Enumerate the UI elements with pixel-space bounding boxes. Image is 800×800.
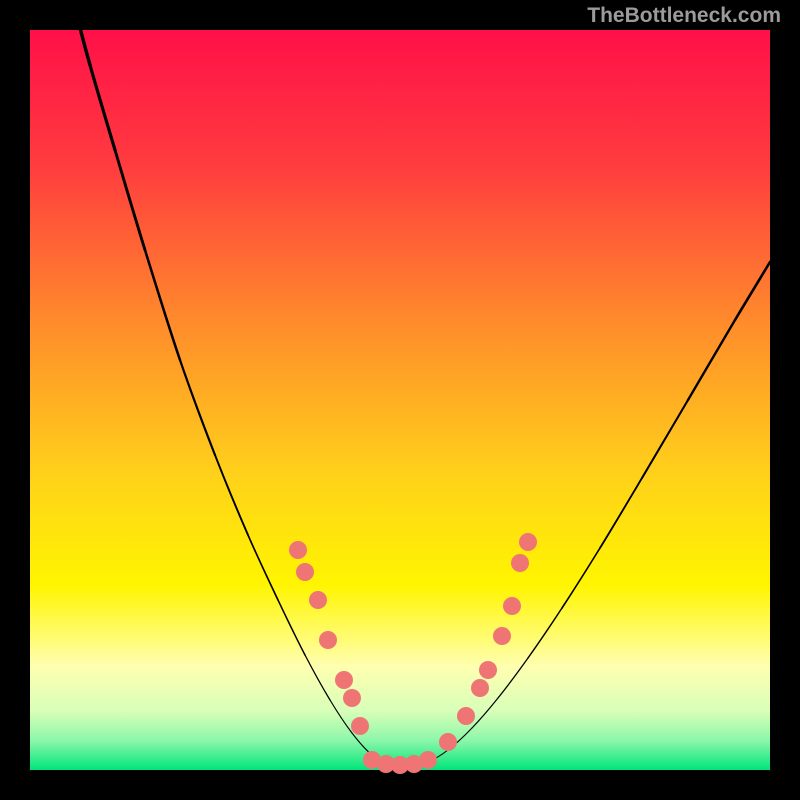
curve-marker <box>289 541 307 559</box>
curve-marker <box>457 707 475 725</box>
curve-marker <box>493 627 511 645</box>
curve-marker <box>319 631 337 649</box>
curve-marker <box>519 533 537 551</box>
watermark-text: TheBottleneck.com <box>587 4 781 27</box>
curve-marker <box>419 751 437 769</box>
curve-marker <box>503 597 521 615</box>
curve-marker <box>309 591 327 609</box>
chart-root: TheBottleneck.com <box>0 0 800 800</box>
curve-marker <box>511 554 529 572</box>
plot-gradient-background <box>30 30 770 770</box>
bottleneck-chart: TheBottleneck.com <box>0 0 800 800</box>
curve-marker <box>439 733 457 751</box>
curve-marker <box>479 661 497 679</box>
curve-marker <box>471 679 489 697</box>
curve-marker <box>335 671 353 689</box>
curve-marker <box>296 563 314 581</box>
curve-marker <box>351 717 369 735</box>
curve-marker <box>343 689 361 707</box>
